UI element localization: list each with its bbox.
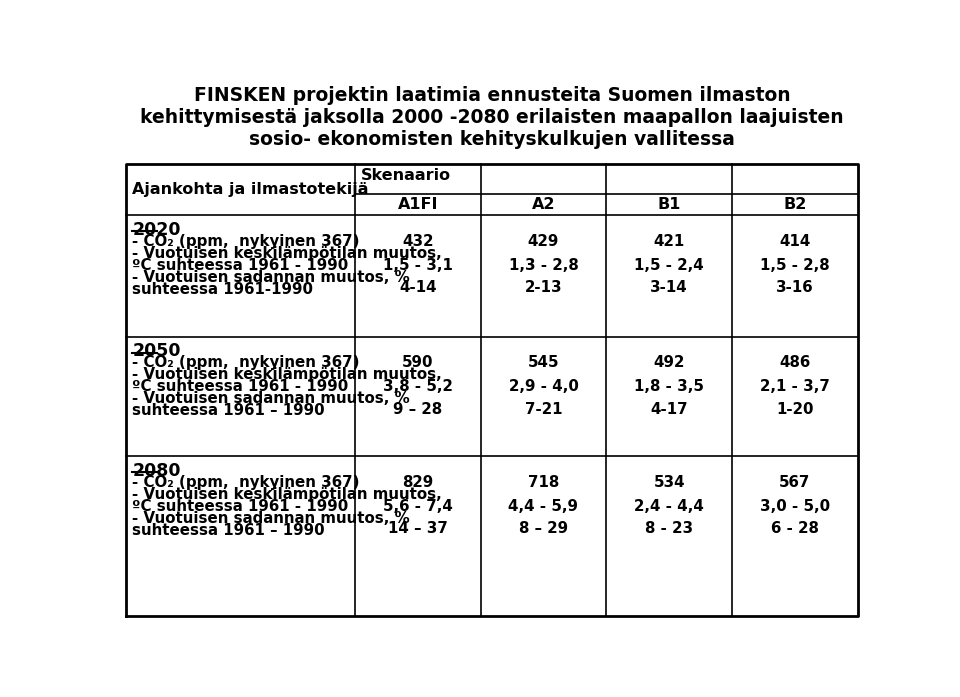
Text: 829: 829	[402, 475, 433, 490]
Text: - Vuotuisen keskilämpötilan muutos,: - Vuotuisen keskilämpötilan muutos,	[132, 487, 443, 502]
Text: 2050: 2050	[132, 342, 180, 360]
Text: ºC suhteessa 1961 - 1990: ºC suhteessa 1961 - 1990	[132, 379, 348, 395]
Text: - Vuotuisen sadannan muutos, %: - Vuotuisen sadannan muutos, %	[132, 511, 410, 526]
Text: 567: 567	[780, 475, 810, 490]
Text: 2,9 - 4,0: 2,9 - 4,0	[509, 379, 578, 395]
Text: - CO₂ (ppm,  nykyinen 367): - CO₂ (ppm, nykyinen 367)	[132, 355, 360, 370]
Text: ºC suhteessa 1961 - 1990: ºC suhteessa 1961 - 1990	[132, 498, 348, 514]
Text: 1,5 - 2,8: 1,5 - 2,8	[760, 258, 829, 273]
Text: 2020: 2020	[132, 221, 180, 238]
Text: 421: 421	[654, 233, 684, 249]
Text: 6 - 28: 6 - 28	[771, 521, 819, 536]
Text: 2,1 - 3,7: 2,1 - 3,7	[760, 379, 829, 395]
Text: 8 – 29: 8 – 29	[518, 521, 568, 536]
Text: 4,4 - 5,9: 4,4 - 5,9	[509, 498, 579, 514]
Text: Ajankohta ja ilmastotekijä: Ajankohta ja ilmastotekijä	[132, 183, 369, 197]
Text: A1FI: A1FI	[397, 197, 438, 212]
Text: - CO₂ (ppm,  nykyinen 367): - CO₂ (ppm, nykyinen 367)	[132, 475, 360, 490]
Text: 1,5 - 2,4: 1,5 - 2,4	[635, 258, 704, 273]
Text: 1,5 - 3,1: 1,5 - 3,1	[383, 258, 452, 273]
Text: A2: A2	[532, 197, 555, 212]
Text: 1,3 - 2,8: 1,3 - 2,8	[509, 258, 578, 273]
Text: - Vuotuisen sadannan muutos, %: - Vuotuisen sadannan muutos, %	[132, 270, 410, 284]
Text: 7-21: 7-21	[525, 401, 563, 417]
Text: 9 – 28: 9 – 28	[394, 401, 443, 417]
Text: Skenaario: Skenaario	[361, 169, 451, 183]
Text: 414: 414	[780, 233, 810, 249]
Text: suhteessa 1961-1990: suhteessa 1961-1990	[132, 282, 313, 296]
Text: 3,8 - 5,2: 3,8 - 5,2	[383, 379, 452, 395]
Text: 492: 492	[654, 355, 684, 370]
Text: 14 – 37: 14 – 37	[388, 521, 447, 536]
Text: 486: 486	[780, 355, 810, 370]
Text: suhteessa 1961 – 1990: suhteessa 1961 – 1990	[132, 523, 325, 537]
Text: 3-16: 3-16	[776, 280, 814, 295]
Text: 8 - 23: 8 - 23	[645, 521, 693, 536]
Text: - CO₂ (ppm,  nykyinen 367): - CO₂ (ppm, nykyinen 367)	[132, 233, 360, 249]
Text: 1-20: 1-20	[777, 401, 814, 417]
Text: 5,6 - 7,4: 5,6 - 7,4	[383, 498, 452, 514]
Text: - Vuotuisen keskilämpötilan muutos,: - Vuotuisen keskilämpötilan muutos,	[132, 367, 443, 383]
Text: 429: 429	[528, 233, 559, 249]
Text: ºC suhteessa 1961 - 1990: ºC suhteessa 1961 - 1990	[132, 258, 348, 273]
Text: 4-17: 4-17	[650, 401, 688, 417]
Text: 4-14: 4-14	[399, 280, 437, 295]
Text: 2-13: 2-13	[524, 280, 563, 295]
Text: 534: 534	[654, 475, 685, 490]
Text: B1: B1	[658, 197, 681, 212]
Text: 432: 432	[402, 233, 434, 249]
Text: 590: 590	[402, 355, 434, 370]
Text: FINSKEN projektin laatimia ennusteita Suomen ilmaston
kehittymisestä jaksolla 20: FINSKEN projektin laatimia ennusteita Su…	[140, 86, 844, 149]
Text: B2: B2	[783, 197, 806, 212]
Text: - Vuotuisen keskilämpötilan muutos,: - Vuotuisen keskilämpötilan muutos,	[132, 246, 443, 261]
Text: 2,4 - 4,4: 2,4 - 4,4	[635, 498, 704, 514]
Text: - Vuotuisen sadannan muutos, %: - Vuotuisen sadannan muutos, %	[132, 391, 410, 406]
Text: 2080: 2080	[132, 461, 180, 480]
Text: suhteessa 1961 – 1990: suhteessa 1961 – 1990	[132, 403, 325, 418]
Text: 1,8 - 3,5: 1,8 - 3,5	[635, 379, 704, 395]
Text: 718: 718	[528, 475, 559, 490]
Text: 3-14: 3-14	[650, 280, 688, 295]
Text: 545: 545	[528, 355, 559, 370]
Text: 3,0 - 5,0: 3,0 - 5,0	[760, 498, 830, 514]
